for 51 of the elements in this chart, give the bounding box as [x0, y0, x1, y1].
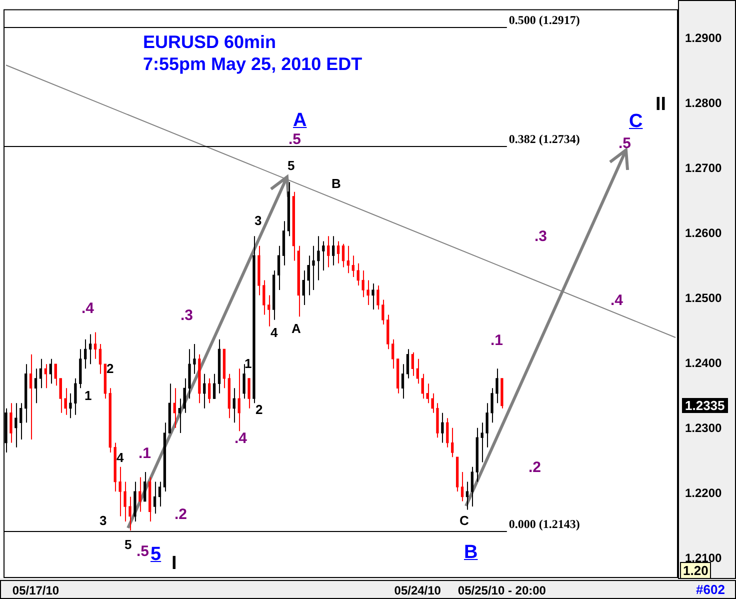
annotation: .2: [174, 506, 188, 522]
annotation: 1: [84, 388, 92, 402]
annotation: .5: [136, 542, 150, 560]
annotation: 2: [106, 360, 114, 376]
annotation: 5: [288, 158, 295, 172]
x-tick-label: 05/17/10: [12, 584, 60, 598]
annotation: 3: [254, 212, 262, 228]
annotation: .5: [288, 130, 302, 148]
y-tick-label: 1.2400: [685, 356, 722, 370]
y-tick-label: 1.2600: [685, 226, 722, 240]
annotation: 4: [116, 450, 124, 464]
ref-line-label: 0.000 (1.2143): [508, 516, 580, 531]
annotation: .4: [610, 292, 624, 308]
annotation: 5: [124, 536, 132, 552]
text: #602: [696, 582, 725, 597]
x-tick-label: 05/24/10: [394, 584, 442, 598]
annotation: A: [292, 320, 301, 336]
annotation: 2: [256, 402, 263, 416]
annotation: .4: [82, 300, 94, 316]
y-tick-label: 1.2800: [685, 96, 722, 110]
ref-line-label: 0.500 (1.2917): [508, 13, 580, 28]
text: EURUSD 60min: [143, 32, 276, 52]
annotation: C: [460, 512, 469, 528]
annotation: B: [332, 176, 341, 190]
y-tick-label: 1.2500: [685, 290, 722, 305]
y-tick-label: 1.2900: [685, 30, 722, 45]
y-tick-label: 1.2700: [685, 160, 722, 175]
text: 7:55pm May 25, 2010 EDT: [143, 54, 362, 74]
y-tick-label: 1.2100: [685, 550, 722, 565]
y-tick-label: 1.2200: [685, 486, 722, 500]
annotation: 1: [244, 356, 252, 370]
ref-line-label: 0.382 (1.2734): [508, 132, 580, 146]
annotation: .4: [234, 430, 248, 446]
annotation: 4: [270, 324, 278, 340]
annotation: I: [172, 552, 177, 574]
annotation: .1: [490, 332, 504, 348]
annotation: .3: [180, 306, 194, 324]
annotation: C: [629, 110, 643, 132]
x-tick-label: 05/25/10 - 20:00: [458, 584, 546, 598]
annotation: A: [293, 110, 307, 130]
annotation: 3: [100, 512, 107, 528]
annotation: .5: [618, 134, 632, 152]
annotation: .2: [528, 458, 542, 476]
annotation: II: [656, 94, 666, 114]
annotation: .1: [138, 444, 152, 462]
annotation: 5: [150, 544, 162, 564]
text: 1.20: [680, 562, 712, 579]
text: 1.2335: [682, 398, 728, 413]
y-tick-label: 1.2300: [685, 420, 722, 435]
annotation: .3: [534, 228, 548, 244]
annotation: B: [464, 542, 478, 562]
